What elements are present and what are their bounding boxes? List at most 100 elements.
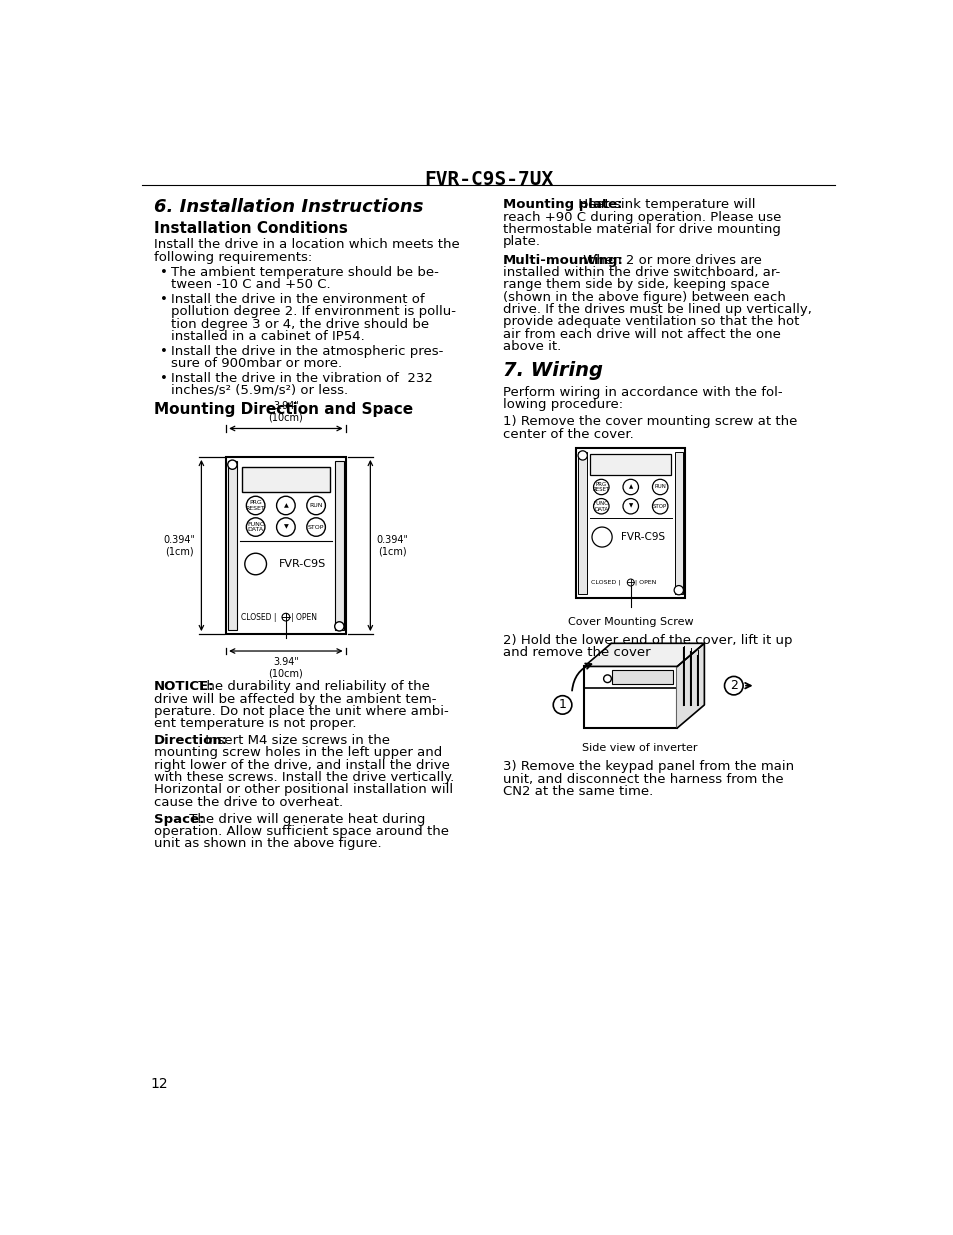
Text: 0.394"
(1cm): 0.394" (1cm): [376, 535, 408, 556]
Text: Install the drive in the vibration of  232: Install the drive in the vibration of 23…: [171, 372, 433, 384]
Text: mounting screw holes in the left upper and: mounting screw holes in the left upper a…: [154, 746, 442, 760]
Circle shape: [622, 479, 638, 495]
Bar: [335, 461, 344, 630]
Text: ▲: ▲: [283, 503, 288, 508]
Text: 6. Installation Instructions: 6. Installation Instructions: [154, 199, 423, 216]
Text: ▼: ▼: [628, 504, 632, 509]
Text: 1: 1: [558, 699, 566, 711]
Text: Multi-mounting:: Multi-mounting:: [502, 253, 623, 267]
Text: When 2 or more drives are: When 2 or more drives are: [578, 253, 760, 267]
Circle shape: [246, 517, 265, 536]
Text: CLOSED |: CLOSED |: [241, 613, 276, 621]
Text: Install the drive in the atmospheric pres-: Install the drive in the atmospheric pre…: [171, 345, 443, 358]
Text: tion degree 3 or 4, the drive should be: tion degree 3 or 4, the drive should be: [171, 317, 429, 331]
Text: | OPEN: | OPEN: [635, 579, 656, 585]
Text: CN2 at the same time.: CN2 at the same time.: [502, 785, 653, 798]
Text: FUNC
DATA: FUNC DATA: [247, 521, 264, 532]
Text: 0.394"
(1cm): 0.394" (1cm): [163, 535, 195, 556]
Circle shape: [245, 553, 266, 574]
Text: PRG
RESET: PRG RESET: [246, 500, 265, 511]
Circle shape: [593, 479, 608, 495]
Text: above it.: above it.: [502, 340, 560, 353]
Text: drive will be affected by the ambient tem-: drive will be affected by the ambient te…: [154, 693, 436, 705]
Bar: [590, 454, 670, 475]
Text: STOP: STOP: [308, 525, 324, 530]
Text: FVR-C9S: FVR-C9S: [278, 559, 326, 569]
Text: installed within the drive switchboard, ar-: installed within the drive switchboard, …: [502, 266, 780, 279]
Text: Cover Mounting Screw: Cover Mounting Screw: [567, 618, 693, 627]
Polygon shape: [677, 643, 703, 727]
Text: air from each drive will not affect the one: air from each drive will not affect the …: [502, 327, 780, 341]
Circle shape: [578, 451, 587, 461]
Circle shape: [593, 499, 608, 514]
Bar: [674, 452, 682, 594]
Text: Insert M4 size screws in the: Insert M4 size screws in the: [200, 734, 389, 747]
Circle shape: [674, 585, 682, 595]
Circle shape: [592, 527, 612, 547]
Text: The drive will generate heat during: The drive will generate heat during: [185, 813, 425, 826]
Text: right lower of the drive, and install the drive: right lower of the drive, and install th…: [154, 758, 450, 772]
Circle shape: [652, 499, 667, 514]
Text: pollution degree 2. If environment is pollu-: pollution degree 2. If environment is po…: [171, 305, 456, 319]
Text: 3.94"
(10cm): 3.94" (10cm): [268, 400, 303, 422]
Circle shape: [246, 496, 265, 515]
Circle shape: [276, 496, 294, 515]
Text: 2) Hold the lower end of the cover, lift it up: 2) Hold the lower end of the cover, lift…: [502, 634, 792, 647]
Text: Install the drive in a location which meets the: Install the drive in a location which me…: [154, 238, 459, 251]
Text: perature. Do not place the unit where ambi-: perature. Do not place the unit where am…: [154, 705, 449, 718]
Text: reach +90 C during operation. Please use: reach +90 C during operation. Please use: [502, 211, 781, 224]
Text: •: •: [160, 345, 168, 358]
Text: thermostable material for drive mounting: thermostable material for drive mounting: [502, 222, 780, 236]
Text: unit, and disconnect the harness from the: unit, and disconnect the harness from th…: [502, 773, 782, 785]
Text: following requirements:: following requirements:: [154, 251, 312, 263]
Text: operation. Allow sufficient space around the: operation. Allow sufficient space around…: [154, 825, 449, 839]
Bar: [228, 461, 236, 630]
Text: inches/s² (5.9m/s²) or less.: inches/s² (5.9m/s²) or less.: [171, 384, 348, 396]
Text: provide adequate ventilation so that the hot: provide adequate ventilation so that the…: [502, 315, 799, 329]
Text: •: •: [160, 293, 168, 306]
Text: (shown in the above figure) between each: (shown in the above figure) between each: [502, 290, 785, 304]
Text: and remove the cover: and remove the cover: [502, 646, 650, 659]
Text: FVR-C9S: FVR-C9S: [620, 532, 665, 542]
Circle shape: [307, 517, 325, 536]
Text: RUN: RUN: [654, 484, 665, 489]
Polygon shape: [583, 643, 703, 667]
Circle shape: [228, 461, 236, 469]
Text: STOP: STOP: [653, 504, 667, 509]
Text: 2: 2: [729, 679, 737, 692]
Text: cause the drive to overheat.: cause the drive to overheat.: [154, 795, 343, 809]
Text: ▲: ▲: [628, 484, 632, 489]
Text: installed in a cabinet of IP54.: installed in a cabinet of IP54.: [171, 330, 365, 343]
Bar: [241, 467, 330, 492]
Text: Installation Conditions: Installation Conditions: [154, 221, 348, 236]
Text: 3) Remove the keypad panel from the main: 3) Remove the keypad panel from the main: [502, 761, 793, 773]
Text: sure of 900mbar or more.: sure of 900mbar or more.: [171, 357, 342, 369]
Text: The ambient temperature should be be-: The ambient temperature should be be-: [171, 266, 438, 279]
Text: Mounting Direction and Space: Mounting Direction and Space: [154, 403, 413, 417]
Circle shape: [335, 621, 344, 631]
Text: PRG
RESET: PRG RESET: [592, 482, 609, 493]
Bar: [576, 448, 684, 598]
Text: Direction:: Direction:: [154, 734, 228, 747]
Text: RUN: RUN: [309, 503, 322, 508]
Bar: [578, 452, 586, 594]
Circle shape: [622, 499, 638, 514]
Text: plate.: plate.: [502, 235, 540, 248]
Circle shape: [652, 479, 667, 495]
Text: ▼: ▼: [283, 525, 288, 530]
Text: drive. If the drives must be lined up vertically,: drive. If the drives must be lined up ve…: [502, 303, 811, 316]
Text: CLOSED |: CLOSED |: [590, 579, 619, 585]
Bar: [583, 667, 677, 727]
Text: Side view of inverter: Side view of inverter: [581, 743, 697, 753]
Text: 12: 12: [150, 1077, 168, 1091]
Text: center of the cover.: center of the cover.: [502, 427, 633, 441]
Text: unit as shown in the above figure.: unit as shown in the above figure.: [154, 837, 381, 851]
Text: 7. Wiring: 7. Wiring: [502, 362, 602, 380]
Text: NOTICE:: NOTICE:: [154, 680, 214, 693]
Text: Heat sink temperature will: Heat sink temperature will: [574, 199, 755, 211]
Bar: [612, 671, 672, 684]
Text: ent temperature is not proper.: ent temperature is not proper.: [154, 718, 356, 730]
Text: Install the drive in the environment of: Install the drive in the environment of: [171, 293, 424, 306]
Text: | OPEN: | OPEN: [291, 613, 317, 621]
Text: 3.94"
(10cm): 3.94" (10cm): [268, 657, 303, 679]
